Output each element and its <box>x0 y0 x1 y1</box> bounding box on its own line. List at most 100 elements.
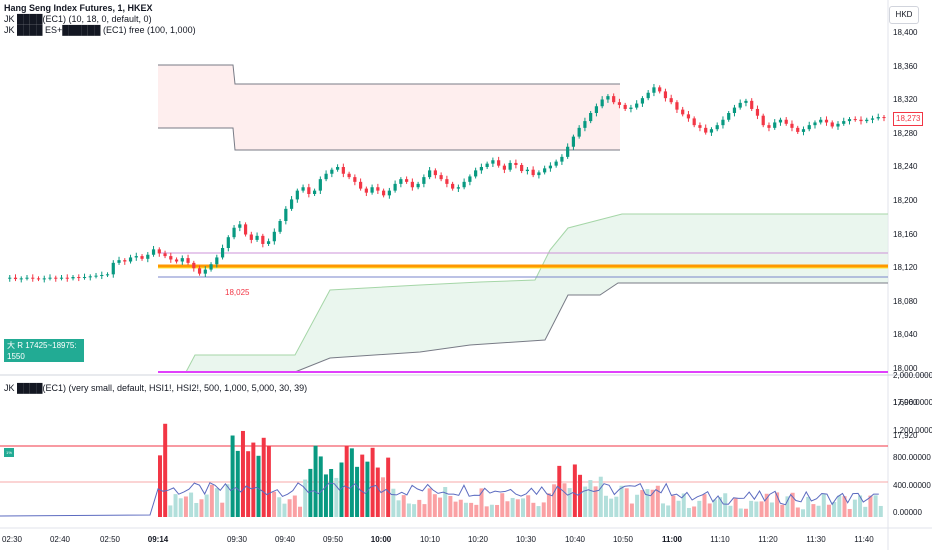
candle-body <box>462 181 466 188</box>
candle-body <box>445 179 449 184</box>
volume-bar <box>811 504 816 517</box>
indicator-legend-1[interactable]: JK ████(EC1) (10, 18, 0, default, 0) <box>4 14 152 24</box>
price-axis-tick: 18,400 <box>893 28 918 37</box>
volume-bar <box>463 502 468 517</box>
volume-bar <box>474 504 479 517</box>
candle-body <box>169 256 173 260</box>
volume-axis-tick: 1,600.00000 <box>893 398 932 408</box>
candle-body <box>692 118 696 126</box>
price-axis-tick: 18,360 <box>893 61 918 71</box>
symbol-title[interactable]: Hang Seng Index Futures, 1, HKEX <box>4 3 153 13</box>
volume-bar <box>852 499 857 517</box>
volume-bar <box>323 474 328 517</box>
volume-bar <box>189 492 194 517</box>
candle-body <box>698 125 702 128</box>
candle-body <box>146 254 150 259</box>
indicator-legend-2[interactable]: JK ████ ES+██████ (EC1) free (100, 1,000… <box>4 25 196 35</box>
candle-body <box>203 269 207 274</box>
candle-body <box>876 117 880 119</box>
volume-bar <box>412 504 417 517</box>
volume-bar <box>438 497 443 517</box>
price-axis-tick: 18,280 <box>893 128 918 138</box>
volume-axis-tick: 400.00000 <box>893 480 931 490</box>
candle-body <box>761 115 765 126</box>
candle-body <box>514 162 518 165</box>
volume-bar <box>339 462 344 517</box>
volume-bar <box>775 492 780 517</box>
candle-body <box>669 98 673 103</box>
candle-body <box>289 199 294 209</box>
candle-body <box>307 187 311 194</box>
candle-body <box>232 227 236 238</box>
candle-body <box>278 221 282 232</box>
resistance-zone-top <box>158 64 620 85</box>
candle-body <box>497 160 501 166</box>
volume-bar <box>723 493 728 517</box>
volume-bar <box>552 484 557 517</box>
candle-body <box>853 119 857 121</box>
price-axis-tick: 18,200 <box>893 196 918 205</box>
indicator-legend-3[interactable]: JK ████(EC1) (very small, default, HSI1!… <box>4 383 308 393</box>
volume-bar <box>453 501 458 517</box>
resistance-zone-bottom <box>158 127 620 151</box>
time-axis-tick: 10:30 <box>515 535 537 544</box>
candle-body <box>520 164 524 172</box>
candle-body <box>249 234 253 240</box>
volume-bar <box>183 496 188 517</box>
volume-bar <box>349 448 354 517</box>
price-axis-tick: 18,040 <box>893 330 918 340</box>
volume-bar <box>681 493 686 517</box>
candle-body <box>215 257 219 265</box>
volume-bars <box>158 423 883 517</box>
candle-body <box>727 113 731 120</box>
candle-body <box>433 170 437 176</box>
candle-body <box>635 103 639 108</box>
candle-body <box>364 188 368 193</box>
volume-bar <box>873 495 878 517</box>
volume-bar <box>650 489 655 517</box>
volume-bar <box>266 446 271 517</box>
volume-bar <box>344 445 349 517</box>
candle-body <box>594 106 599 113</box>
candle-body <box>209 264 213 270</box>
time-axis-tick: 09:14 <box>147 535 169 544</box>
candle-body <box>715 125 719 130</box>
volume-bar <box>375 467 380 517</box>
candle-body <box>796 127 800 132</box>
candle-body <box>186 258 190 263</box>
volume-bar <box>251 442 256 517</box>
volume-average-line <box>0 482 879 517</box>
currency-button[interactable]: HKD <box>889 6 919 24</box>
candle-body <box>439 175 443 180</box>
price-axis-tick: 18,000 <box>893 364 918 373</box>
support-zone-bottom <box>294 282 888 373</box>
candle-body <box>640 98 645 104</box>
candle-body <box>801 129 806 132</box>
volume-bar <box>272 491 277 517</box>
volume-bar <box>292 495 297 517</box>
candle-body <box>560 156 564 162</box>
candle-body <box>376 187 380 191</box>
candle-body <box>468 176 472 182</box>
candle-body <box>773 122 777 128</box>
volume-bar <box>692 506 697 517</box>
last-price-tag: 18,273 <box>893 112 924 126</box>
candle-body <box>681 109 685 115</box>
volume-bar <box>702 494 707 517</box>
candle-body <box>479 167 483 171</box>
volume-bar <box>484 506 489 517</box>
candle-body <box>819 119 823 123</box>
volume-bar <box>707 503 712 517</box>
volume-bar <box>396 500 401 517</box>
time-axis-tick: 11:00 <box>661 535 683 544</box>
volume-bar <box>567 488 572 517</box>
candle-body <box>174 259 179 262</box>
candle-body <box>422 177 426 184</box>
candle-body <box>192 262 196 269</box>
volume-bar <box>318 456 323 517</box>
volume-bar <box>671 495 676 517</box>
range-info-box: 大 R 17425~18975: 1550 (圖最左邊開始) <box>4 339 84 372</box>
volume-axis-tick: 0.00000 <box>893 508 922 517</box>
candle-body <box>663 91 668 99</box>
